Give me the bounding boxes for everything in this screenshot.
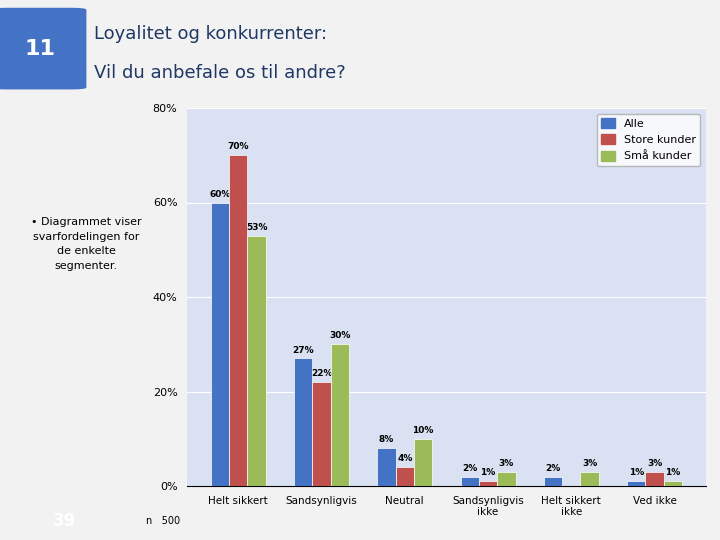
Bar — [461, 476, 479, 486]
Text: n   500: n 500 — [145, 516, 180, 526]
Text: 1%: 1% — [480, 469, 495, 477]
Text: 3%: 3% — [647, 459, 662, 468]
Bar — [544, 476, 562, 486]
Text: 11: 11 — [24, 38, 55, 59]
Bar — [479, 481, 498, 486]
Bar — [294, 359, 312, 486]
Text: 2%: 2% — [462, 464, 477, 473]
Text: Loyalitet og konkurrenter:: Loyalitet og konkurrenter: — [94, 25, 327, 43]
Text: 10%: 10% — [413, 426, 433, 435]
Text: 30%: 30% — [329, 332, 351, 341]
FancyBboxPatch shape — [0, 8, 86, 90]
Text: 60%: 60% — [210, 190, 230, 199]
Bar — [580, 472, 599, 486]
Text: 4%: 4% — [397, 454, 413, 463]
Bar — [377, 448, 395, 486]
Text: 8%: 8% — [379, 435, 394, 444]
Bar — [211, 202, 229, 486]
Bar — [414, 438, 432, 486]
Text: 70%: 70% — [228, 143, 249, 151]
Text: 22%: 22% — [311, 369, 332, 378]
Text: 53%: 53% — [246, 223, 267, 232]
Bar — [498, 472, 516, 486]
Text: 1%: 1% — [665, 469, 680, 477]
Bar — [664, 481, 682, 486]
Text: 3%: 3% — [499, 459, 514, 468]
Text: Vil du anbefale os til andre?: Vil du anbefale os til andre? — [94, 64, 346, 82]
Legend: Alle, Store kunder, Små kunder: Alle, Store kunder, Små kunder — [597, 113, 700, 166]
Bar — [330, 345, 349, 486]
Bar — [229, 156, 248, 486]
Bar — [627, 481, 645, 486]
Bar — [645, 472, 664, 486]
Text: 27%: 27% — [292, 346, 314, 355]
Text: 39: 39 — [53, 512, 76, 530]
Text: 2%: 2% — [545, 464, 561, 473]
Text: • Diagrammet viser
svarfordelingen for
de enkelte
segmenter.: • Diagrammet viser svarfordelingen for d… — [31, 217, 142, 271]
Bar — [248, 235, 266, 486]
Bar — [395, 467, 414, 486]
Bar — [312, 382, 330, 486]
Text: 3%: 3% — [582, 459, 597, 468]
Text: 1%: 1% — [629, 469, 644, 477]
